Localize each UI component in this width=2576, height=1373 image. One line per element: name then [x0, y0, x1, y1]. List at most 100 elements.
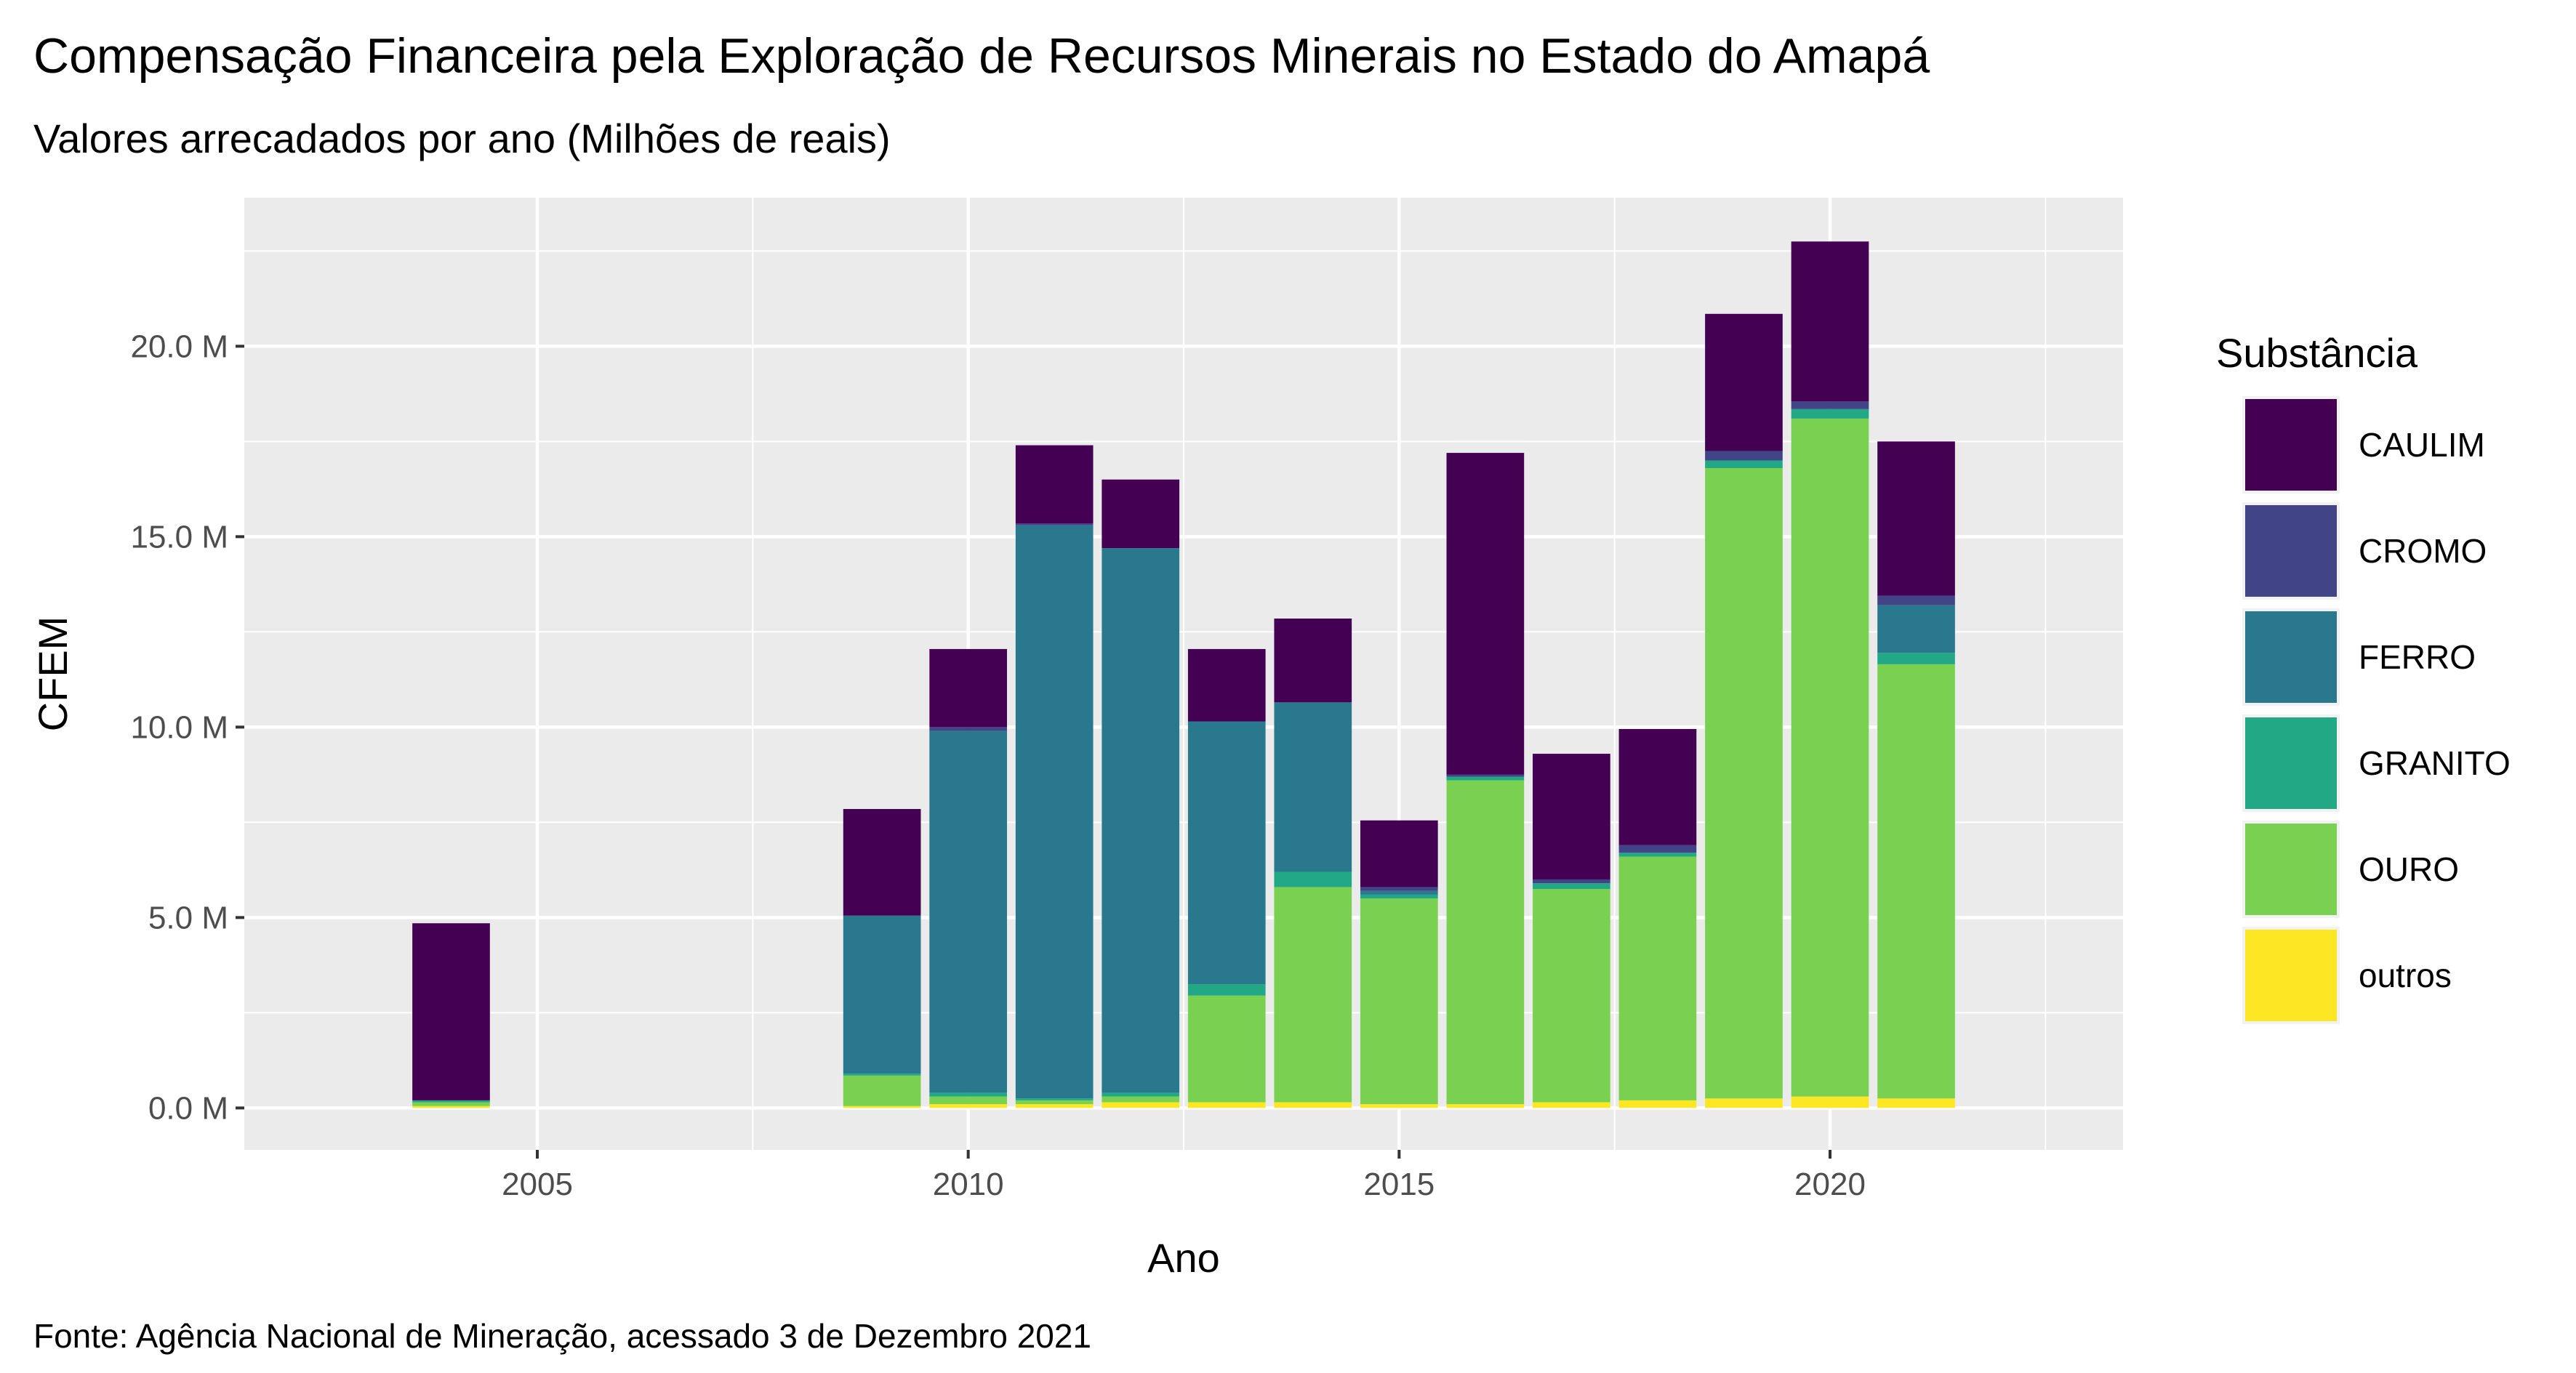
- bar-2018-cromo: [1618, 845, 1697, 853]
- bar-stack-2011: [1015, 445, 1094, 1108]
- bar-2019-outros: [1705, 1098, 1783, 1108]
- legend-item-ferro: FERRO: [2242, 608, 2476, 706]
- bar-2013-caulim: [1187, 648, 1266, 722]
- y-tick-label: 0.0 M: [148, 1090, 228, 1126]
- bar-2011-ouro: [1015, 1100, 1094, 1105]
- bar-stack-2019: [1705, 313, 1783, 1108]
- bar-2020-outros: [1791, 1096, 1869, 1108]
- bar-2009-caulim: [843, 809, 921, 916]
- bar-stack-2015: [1360, 820, 1438, 1108]
- bar-2020-caulim: [1791, 241, 1869, 402]
- bar-2015-granito: [1360, 894, 1438, 899]
- legend-label: CROMO: [2359, 532, 2487, 570]
- bar-2014-granito: [1274, 871, 1352, 887]
- x-axis-title: Ano: [1147, 1235, 1220, 1281]
- bar-2016-outros: [1446, 1104, 1525, 1108]
- legend-swatch: [2245, 399, 2337, 491]
- bar-2010-outros: [929, 1104, 1008, 1108]
- bar-2021-ferro: [1877, 605, 1955, 653]
- bar-2015-ouro: [1360, 898, 1438, 1105]
- bar-2010-ouro: [929, 1096, 1008, 1105]
- bar-stack-2020: [1791, 241, 1869, 1108]
- bar-2010-cromo: [929, 727, 1008, 731]
- y-tick-label: 10.0 M: [130, 709, 228, 745]
- bar-2020-granito: [1791, 408, 1869, 419]
- bar-2021-caulim: [1877, 441, 1955, 596]
- legend-label: OURO: [2359, 850, 2459, 888]
- legend-item-cromo: CROMO: [2242, 502, 2487, 600]
- bar-2009-ouro: [843, 1075, 921, 1106]
- bar-2013-outros: [1187, 1102, 1266, 1108]
- bar-2021-outros: [1877, 1098, 1955, 1108]
- bar-2019-cromo: [1705, 451, 1783, 461]
- legend-item-caulim: CAULIM: [2242, 396, 2485, 494]
- bar-2019-caulim: [1705, 313, 1783, 451]
- legend-swatch: [2245, 824, 2337, 915]
- bar-2014-ouro: [1274, 887, 1352, 1103]
- bar-stack-2009: [843, 809, 921, 1108]
- bar-2015-ferro: [1360, 890, 1438, 895]
- x-tick-label: 2015: [1363, 1167, 1435, 1202]
- bar-2004-ouro: [412, 1102, 490, 1106]
- bar-2011-ferro: [1015, 525, 1094, 1099]
- bar-stack-2018: [1618, 728, 1697, 1108]
- legend-label: GRANITO: [2359, 744, 2511, 782]
- bar-2017-outros: [1533, 1102, 1610, 1108]
- bar-stack-2012: [1102, 479, 1180, 1108]
- bar-2021-cromo: [1877, 595, 1955, 605]
- y-tick-label: 5.0 M: [148, 900, 228, 935]
- bar-2004-caulim: [412, 923, 490, 1100]
- bar-2017-ouro: [1533, 889, 1610, 1103]
- bar-2011-cromo: [1015, 523, 1094, 526]
- bar-2010-ferro: [929, 730, 1008, 1093]
- bar-stack-2013: [1187, 648, 1266, 1108]
- bar-2017-granito: [1533, 883, 1610, 890]
- bar-2015-caulim: [1360, 820, 1438, 887]
- bar-2011-caulim: [1015, 445, 1094, 524]
- bar-2017-caulim: [1533, 754, 1610, 879]
- bar-2020-ouro: [1791, 418, 1869, 1097]
- bar-2021-ouro: [1877, 664, 1955, 1099]
- bar-2013-ouro: [1187, 995, 1266, 1103]
- bar-2014-outros: [1274, 1102, 1352, 1108]
- x-axis: 2005 2010 2015 2020: [502, 1150, 1866, 1202]
- x-tick-label: 2020: [1794, 1167, 1866, 1202]
- bar-2014-ferro: [1274, 702, 1352, 872]
- x-tick-label: 2005: [502, 1167, 573, 1202]
- bar-2009-granito: [843, 1074, 921, 1076]
- bar-2015-outros: [1360, 1104, 1438, 1108]
- bar-2013-ferro: [1187, 721, 1266, 985]
- bar-2018-granito: [1618, 853, 1697, 857]
- bars: [412, 241, 1955, 1108]
- bar-2004-granito: [412, 1100, 490, 1103]
- bar-2016-caulim: [1446, 453, 1525, 775]
- bar-stack-2021: [1877, 441, 1955, 1108]
- bar-2011-outros: [1015, 1104, 1094, 1108]
- y-tick-label: 20.0 M: [130, 329, 228, 364]
- bar-2016-cromo: [1446, 774, 1525, 777]
- legend-swatch: [2245, 930, 2337, 1021]
- bar-2012-ferro: [1102, 548, 1180, 1093]
- y-axis: 0.0 M 5.0 M 10.0 M 15.0 M 20.0 M: [130, 329, 244, 1126]
- bar-2012-granito: [1102, 1092, 1180, 1097]
- bar-2009-outros: [843, 1106, 921, 1108]
- bar-2012-outros: [1102, 1102, 1180, 1108]
- legend-title: Substância: [2216, 330, 2418, 376]
- bar-2016-granito: [1446, 776, 1525, 781]
- legend-label: CAULIM: [2359, 426, 2485, 464]
- legend-item-granito: GRANITO: [2242, 714, 2511, 812]
- bar-2018-caulim: [1618, 728, 1697, 845]
- bar-stack-2004: [412, 923, 490, 1108]
- bar-stack-2017: [1533, 754, 1610, 1108]
- bar-2018-ouro: [1618, 856, 1697, 1100]
- chart-subtitle: Valores arrecadados por ano (Milhões de …: [33, 116, 891, 161]
- legend-swatch: [2245, 611, 2337, 703]
- y-tick-label: 15.0 M: [130, 519, 228, 555]
- chart-caption: Fonte: Agência Nacional de Mineração, ac…: [33, 1317, 1091, 1355]
- bar-stack-2010: [929, 648, 1008, 1108]
- legend: Substância CAULIM CROMO FERRO GRANITO OURO ou…: [2216, 330, 2511, 1024]
- bar-stack-2014: [1274, 619, 1352, 1108]
- bar-2010-granito: [929, 1092, 1008, 1097]
